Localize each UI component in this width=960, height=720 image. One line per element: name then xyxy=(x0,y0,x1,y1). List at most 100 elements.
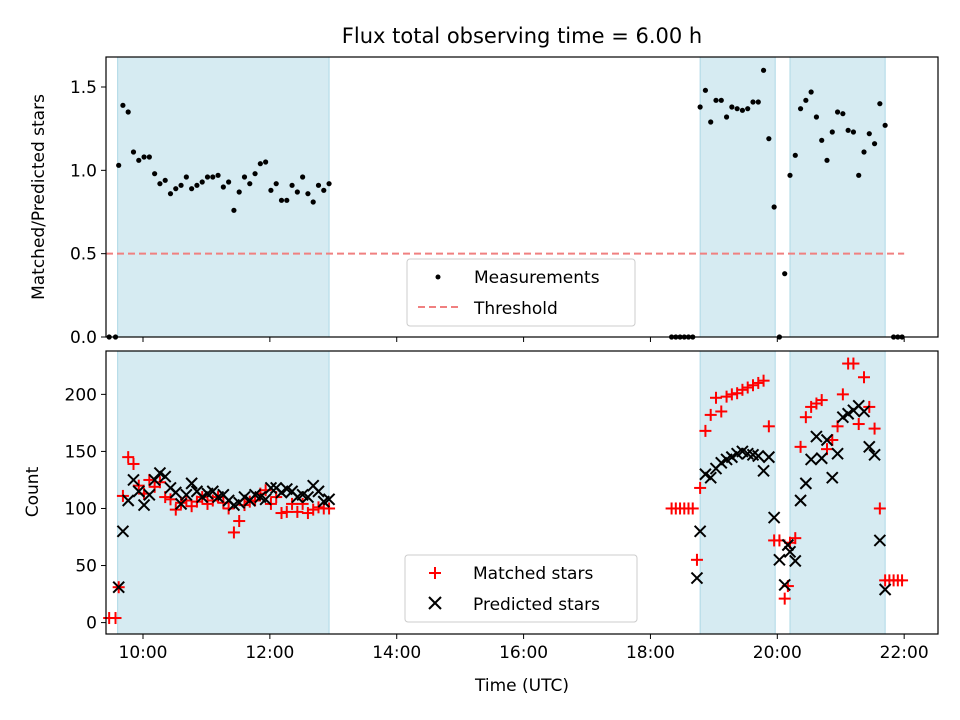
measurement-point xyxy=(326,181,332,187)
measurement-point xyxy=(834,109,841,115)
y-tick-label: 100 xyxy=(65,499,97,519)
measurement-point xyxy=(136,157,142,163)
predicted-stars-point xyxy=(831,447,844,460)
measurement-point xyxy=(819,137,825,143)
predicted-stars-point xyxy=(804,453,818,466)
measurement-point xyxy=(294,189,300,195)
predicted-stars-point xyxy=(301,490,315,504)
predicted-stars-point xyxy=(185,477,198,490)
measurement-point xyxy=(278,197,285,203)
matched-stars-point xyxy=(794,440,807,453)
measurement-point xyxy=(803,97,809,103)
axes-frame xyxy=(105,350,939,635)
matched-stars-point xyxy=(799,411,812,424)
predicted-stars-point xyxy=(132,485,145,498)
measurement-point xyxy=(130,149,137,155)
predicted-stars-point xyxy=(127,473,140,487)
measurement-point xyxy=(713,97,719,103)
matched-stars-point xyxy=(286,497,299,510)
predicted-stars-point xyxy=(704,471,717,484)
measurement-point xyxy=(708,119,714,125)
measurement-point xyxy=(877,101,883,107)
measurement-point xyxy=(845,127,851,133)
matched-stars-point xyxy=(725,388,738,401)
measurement-point xyxy=(771,204,777,210)
predicted-stars-point xyxy=(783,545,797,559)
predicted-stars-legend-label: Predicted stars xyxy=(473,595,600,615)
predicted-stars-point xyxy=(752,449,765,463)
measurement-point xyxy=(116,162,122,168)
measurement-point xyxy=(861,149,867,155)
matched-stars-point xyxy=(109,612,122,625)
predicted-stars-point xyxy=(690,571,704,585)
measurement-point xyxy=(146,154,152,160)
matched-stars-point xyxy=(720,390,733,403)
matched-stars-point xyxy=(873,502,886,515)
measurement-point xyxy=(702,87,709,93)
predicted-stars-point xyxy=(148,473,161,487)
measurement-point xyxy=(866,131,872,137)
predicted-stars-point xyxy=(789,554,802,568)
matched-stars-point xyxy=(746,379,759,392)
predicted-stars-point xyxy=(873,534,887,547)
measurement-point xyxy=(247,181,253,187)
measurement-point xyxy=(782,271,788,277)
top-panel: 0.0 0.5 1.0 1.5 xyxy=(70,56,939,348)
measurement-point xyxy=(252,171,258,177)
matched-stars-point xyxy=(323,502,336,515)
matched-stars-point xyxy=(757,374,770,387)
predicted-stars-point xyxy=(264,481,278,495)
measurement-point xyxy=(745,106,751,112)
predicted-stars-point xyxy=(868,448,881,462)
measurement-point xyxy=(734,106,740,112)
observing-window xyxy=(700,57,776,337)
measurement-point xyxy=(829,129,835,135)
matched-stars-point xyxy=(815,394,828,407)
matched-stars-point xyxy=(291,505,304,518)
matched-stars-point xyxy=(752,376,765,389)
measurement-point xyxy=(236,189,242,195)
matched-stars-point xyxy=(180,494,193,507)
y-tick-label: 200 xyxy=(65,385,97,405)
measurement-point xyxy=(210,174,216,180)
matched-stars-point xyxy=(122,451,135,464)
predicted-stars-point xyxy=(158,470,172,483)
matched-stars-point xyxy=(222,502,235,515)
matched-stars-point xyxy=(704,408,717,421)
measurement-point xyxy=(723,114,730,120)
measurement-point xyxy=(194,182,200,188)
matched-stars-point xyxy=(296,497,309,510)
measurement-point xyxy=(268,187,274,193)
measurement-point xyxy=(157,181,163,187)
measurement-point xyxy=(263,159,269,165)
measurement-point xyxy=(273,181,279,187)
predicted-stars-point xyxy=(143,488,156,501)
predicted-stars-point xyxy=(757,464,770,478)
matched-stars-point xyxy=(275,507,288,520)
bottom-legend-box xyxy=(404,554,638,623)
y-tick-label: 50 xyxy=(75,557,97,577)
threshold-legend-label: Threshold xyxy=(473,299,558,319)
predicted-stars-point xyxy=(121,494,135,507)
measurement-point xyxy=(808,89,814,95)
measurement-point xyxy=(289,182,295,188)
y-tick-label: 1.5 xyxy=(70,78,97,98)
measurement-point xyxy=(152,171,158,177)
measurement-point xyxy=(856,172,862,178)
predicted-stars-point xyxy=(693,525,707,538)
observing-window xyxy=(789,57,886,337)
chart-title: Flux total observing time = 6.00 h xyxy=(342,24,702,48)
top-y-axis-label: Matched/Predicted stars xyxy=(29,94,49,300)
axes-frame xyxy=(105,56,939,338)
predicted-stars-point xyxy=(781,538,795,552)
x-tick-label: 18:00 xyxy=(626,643,675,663)
measurement-point xyxy=(850,129,857,135)
predicted-stars-point xyxy=(773,553,786,567)
predicted-stars-point xyxy=(762,450,776,464)
bottom-legend: Matched stars Predicted stars xyxy=(404,554,638,623)
matched-stars-point xyxy=(699,424,712,437)
measurement-point xyxy=(199,179,205,185)
matched-stars-point xyxy=(715,405,728,418)
predicted-stars-point xyxy=(312,485,325,498)
measurement-point xyxy=(141,154,147,160)
